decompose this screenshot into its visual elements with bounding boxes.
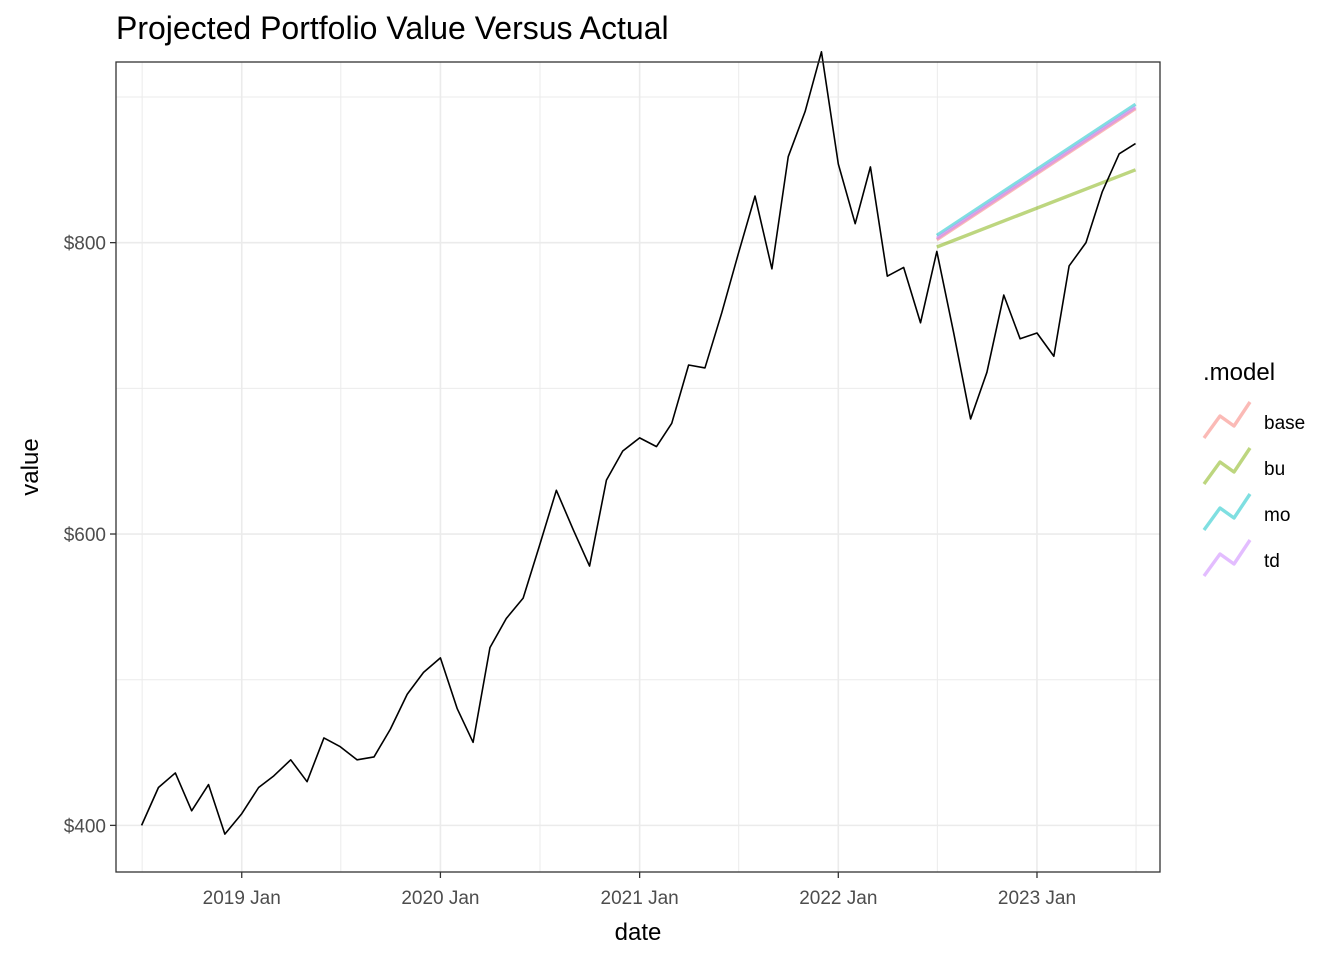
x-tick-label: 2020 Jan [401,888,479,909]
legend-key-bu [1202,447,1252,485]
legend-label-bu: bu [1264,459,1285,480]
series-line-bu [936,168,1137,249]
x-tick-label: 2019 Jan [203,888,281,909]
legend-label-td: td [1264,551,1280,572]
legend-key-mo [1202,493,1252,531]
grid-minor [116,62,1160,872]
x-axis: 2019 Jan 2020 Jan 2021 Jan 2022 Jan 2023 Jan [203,872,1076,909]
x-axis-title: date [615,919,662,946]
legend-key-base [1202,401,1252,439]
y-tick-label: $400 [64,816,106,837]
series-layer [935,102,1137,249]
y-tick-label: $800 [64,234,106,255]
legend-title: .model [1203,359,1275,386]
chart-title: Projected Portfolio Value Versus Actual [116,10,669,46]
legend-key-td [1202,539,1252,577]
legend-label-base: base [1264,413,1305,434]
grid-major [116,62,1160,872]
x-tick-label: 2021 Jan [601,888,679,909]
series-line-mo [935,102,1137,237]
legend: .model base bu mo td [1202,359,1305,577]
legend-label-mo: mo [1264,505,1290,526]
panel-border [115,61,1161,873]
y-tick-label: $600 [64,525,106,546]
x-tick-label: 2023 Jan [998,888,1076,909]
y-axis: $400 $600 $800 [64,234,116,837]
x-tick-label: 2022 Jan [799,888,877,909]
actual-layer [140,51,1136,835]
actual-line [140,51,1136,835]
series-line-td [935,105,1137,240]
y-axis-title: value [17,438,44,495]
